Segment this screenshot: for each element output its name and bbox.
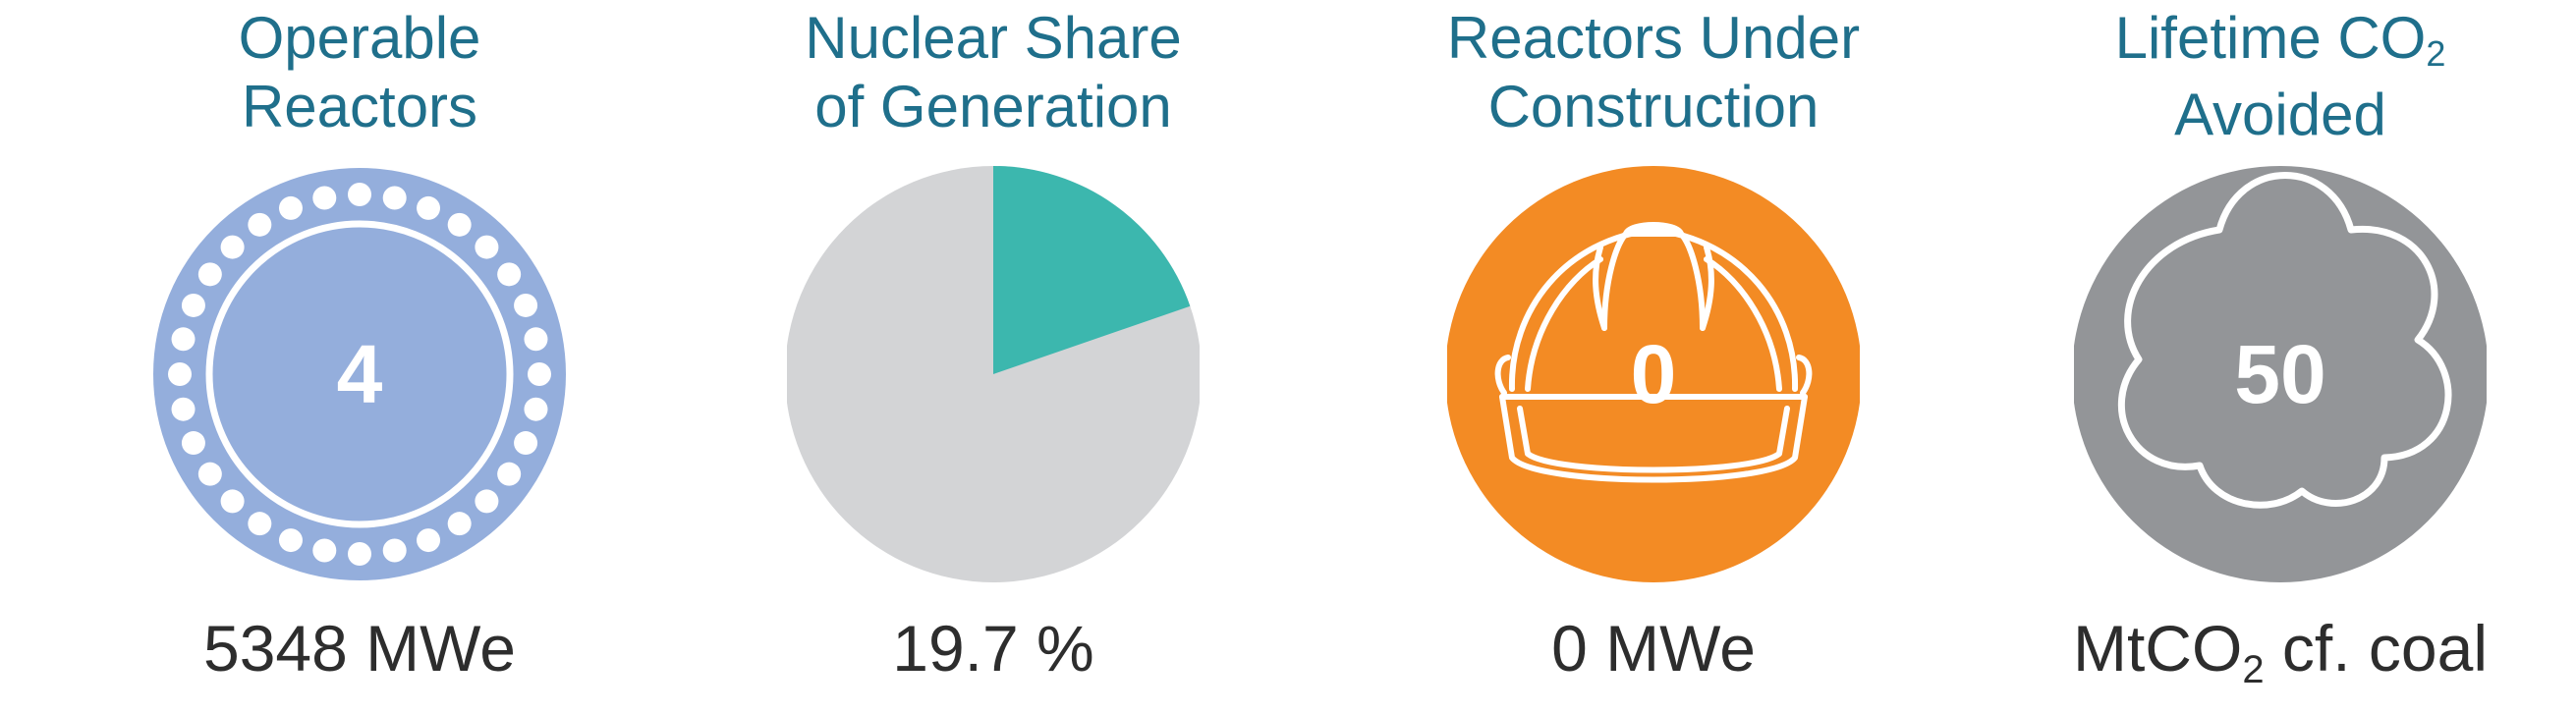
reactor-core-icon: 4 (153, 163, 566, 585)
under-construction-title: Reactors Under Construction (1378, 4, 1929, 141)
reactor-dot (348, 542, 371, 566)
reactor-dot (197, 262, 222, 287)
reactor-dot (475, 489, 499, 514)
under-construction-panel: Reactors Under Construction (1378, 0, 1929, 713)
cloud-graphic (2074, 166, 2487, 582)
operable-reactors-count: 4 (336, 327, 383, 420)
co2-avoided-panel: Lifetime CO2 Avoided 50 MtCO2 cf. coal (2005, 0, 2555, 713)
co2-avoided-title-line2: Avoided (2174, 82, 2386, 147)
reactor-dot (171, 397, 196, 421)
co2-unit-subscript: 2 (2242, 648, 2265, 691)
reactor-dot (514, 293, 538, 317)
reactor-dot (278, 528, 303, 553)
co2-avoided-title: Lifetime CO2 Avoided (2005, 4, 2555, 149)
reactor-dot (312, 186, 337, 210)
under-construction-title-line2: Construction (1487, 74, 1820, 139)
reactor-dot (447, 212, 472, 237)
under-construction-title-line1: Reactors Under (1446, 5, 1861, 71)
reactor-dot (417, 195, 441, 220)
reactor-dot (417, 528, 441, 553)
co2-avoided-value: 50 (2234, 327, 2326, 420)
reactor-dot (197, 462, 222, 486)
co2-avoided-unit: MtCO2 cf. coal (2005, 611, 2555, 695)
nuclear-share-title-line2: of Generation (814, 74, 1172, 139)
co2-unit-prefix: MtCO (2072, 612, 2243, 685)
operable-reactors-title-line2: Reactors (241, 74, 478, 139)
reactor-dot (181, 293, 205, 317)
reactor-dot (382, 538, 407, 563)
reactor-dot (528, 362, 551, 386)
share-pie-graphic (787, 166, 1200, 582)
under-construction-capacity: 0 MWe (1551, 612, 1756, 685)
nuclear-share-panel: Nuclear Share of Generation 19.7 % (718, 0, 1268, 713)
reactor-dot (168, 362, 192, 386)
reactor-dot (248, 512, 272, 536)
reactor-dot (171, 327, 196, 352)
nuclear-share-title: Nuclear Share of Generation (718, 4, 1268, 141)
hard-hat-graphic (1447, 166, 1860, 582)
share-pie-chart (787, 163, 1200, 585)
co2-title-subscript: 2 (2426, 33, 2446, 74)
reactor-dot (312, 538, 337, 563)
operable-capacity: 5348 MWe (203, 612, 516, 685)
reactor-dot-ring (168, 183, 551, 566)
reactor-dot (447, 512, 472, 536)
reactor-dot (278, 195, 303, 220)
reactor-dot (248, 212, 272, 237)
reactor-dot (497, 462, 522, 486)
operable-reactors-panel: Operable Reactors 4 5348 MWe (84, 0, 635, 713)
hard-hat-icon: 0 (1447, 163, 1860, 585)
reactor-dot (524, 397, 548, 421)
reactor-dot (220, 235, 245, 259)
cloud-icon: 50 (2074, 163, 2487, 585)
reactor-dot (475, 235, 499, 259)
co2-title-prefix: Lifetime CO (2114, 5, 2427, 71)
reactor-dot (382, 186, 407, 210)
pie-slice-nuclear (993, 166, 1191, 374)
operable-reactors-title-line1: Operable (238, 5, 481, 71)
reactor-dot (220, 489, 245, 514)
reactor-dot (348, 183, 371, 206)
reactor-core-graphic (153, 168, 566, 580)
co2-unit-suffix: cf. coal (2264, 612, 2488, 685)
operable-reactors-title: Operable Reactors (84, 4, 635, 141)
nuclear-share-title-line1: Nuclear Share (805, 5, 1182, 71)
reactor-dot (524, 327, 548, 352)
co2-avoided-title-line1: Lifetime CO2 (2005, 4, 2555, 81)
reactor-dot (514, 431, 538, 456)
reactor-dot (181, 431, 205, 456)
under-construction-count: 0 (1630, 327, 1677, 420)
reactor-dot (497, 262, 522, 287)
nuclear-share-percent: 19.7 % (892, 612, 1094, 685)
